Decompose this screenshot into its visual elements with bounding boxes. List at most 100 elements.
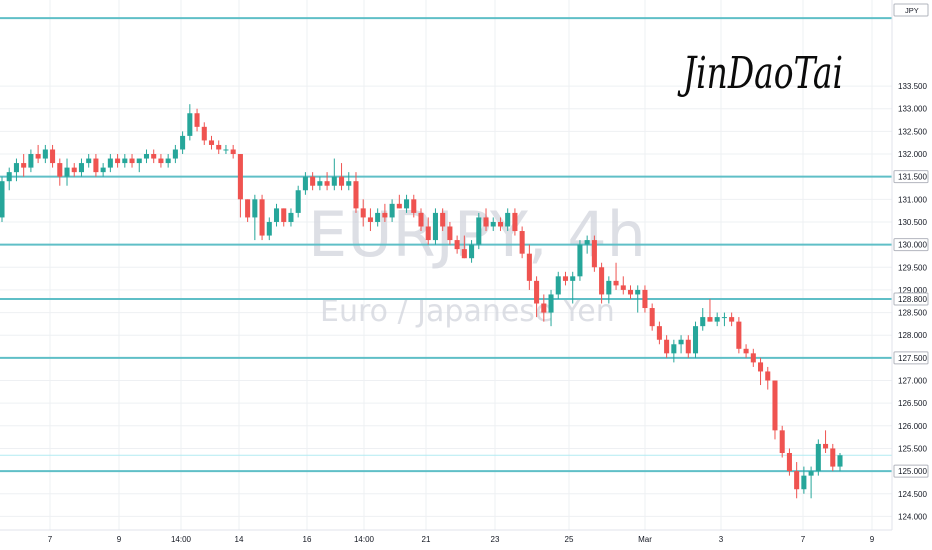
candle-body (28, 154, 34, 168)
candle-body (367, 217, 373, 222)
candle-body (266, 221, 272, 236)
candle-body (223, 149, 229, 151)
y-tick-label: 128.500 (898, 309, 927, 318)
candle-body (216, 144, 222, 150)
candle-body (259, 199, 265, 236)
candle-body (331, 176, 337, 186)
candle-body (505, 212, 511, 227)
candle-body (801, 475, 807, 490)
candle-body (288, 212, 294, 222)
candle-body (310, 176, 316, 186)
candle-body (42, 149, 48, 159)
x-tick-label: 14:00 (354, 535, 375, 544)
candle-body (425, 226, 431, 241)
candle-body (794, 471, 800, 490)
candle-body (599, 267, 605, 295)
candle-body (721, 317, 727, 319)
candle-body (627, 289, 634, 295)
level-label: 125.000 (898, 467, 927, 476)
candle-body (642, 289, 648, 309)
candle-body (302, 176, 308, 191)
candle-body (396, 203, 402, 209)
x-tick-label: 21 (422, 535, 431, 544)
candle-body (469, 244, 475, 259)
y-tick-label: 124.500 (898, 490, 927, 499)
y-tick-label: 133.500 (898, 82, 927, 91)
candle-body (172, 149, 178, 159)
candle-body (714, 317, 720, 322)
y-tick-label: 132.000 (898, 150, 927, 159)
candle-body (93, 158, 99, 173)
x-tick-label: 16 (303, 535, 312, 544)
x-tick-label: 9 (117, 535, 122, 544)
support-resistance-levels[interactable] (0, 17, 892, 473)
candle-body (389, 203, 395, 218)
candle-body (454, 240, 460, 250)
y-tick-label: 125.500 (898, 444, 927, 453)
currency-badge-label: JPY (905, 6, 919, 15)
candle-body (656, 326, 662, 340)
candle-body (158, 158, 164, 164)
x-tick-label: 3 (719, 535, 724, 544)
candle-body (360, 208, 366, 218)
level-label: 128.800 (898, 295, 927, 304)
candle-body (273, 208, 280, 222)
candle-body (208, 140, 215, 145)
candle-body (497, 221, 503, 227)
candle-body (664, 339, 670, 354)
candle-body (411, 199, 417, 213)
candle-body (317, 181, 323, 186)
x-tick-label: 14:00 (171, 535, 192, 544)
candle-body (750, 353, 756, 363)
candle-body (613, 280, 619, 286)
candle-body (541, 303, 547, 313)
candle-body (743, 348, 749, 354)
candle-body (548, 294, 554, 313)
y-tick-label: 129.000 (898, 286, 927, 295)
level-label-box (893, 464, 929, 478)
candle-body (808, 471, 814, 476)
candle-body (100, 167, 106, 173)
y-tick-label: 124.000 (898, 512, 927, 521)
candle-body (382, 212, 388, 218)
candle-body (432, 212, 438, 241)
price-axis[interactable]: 124.000 124.500 125.000 125.500 126.000 126.5… (891, 0, 929, 530)
candle-body (78, 163, 84, 173)
candle-body (815, 443, 821, 472)
candle-body (187, 113, 193, 136)
candle-body (772, 380, 778, 431)
candle-body (252, 199, 258, 218)
time-axis[interactable]: 7 9 14:00 14 16 14:00 21 23 25 Mar 3 7 9 (0, 529, 892, 544)
candle-body (519, 231, 525, 254)
candle-body (591, 240, 597, 268)
candle-body (729, 317, 735, 322)
candle-body (6, 172, 12, 182)
x-tick-label: Mar (638, 535, 652, 544)
candle-body (201, 126, 207, 141)
candle-body (281, 208, 287, 222)
candle-body (129, 158, 135, 164)
candle-body (440, 212, 446, 227)
candle-body (606, 280, 612, 295)
candle-body (86, 158, 92, 164)
candle-body (230, 149, 236, 155)
candle-body (786, 452, 792, 472)
y-tick-label: 126.500 (898, 399, 927, 408)
candle-body (635, 289, 641, 295)
candle-body (584, 240, 590, 245)
currency-badge[interactable]: JPY (893, 3, 929, 17)
candle-body (339, 176, 345, 186)
candle-body (830, 448, 836, 467)
y-tick-label: 133.000 (898, 105, 927, 114)
candlestick-series (0, 104, 843, 499)
candle-body (57, 163, 63, 177)
x-tick-label: 7 (801, 535, 806, 544)
candle-body (64, 167, 70, 177)
candle-body (765, 371, 771, 381)
candle-body (50, 149, 56, 164)
candle-body (476, 217, 482, 245)
candle-body (837, 455, 843, 467)
candle-body (461, 249, 467, 259)
x-tick-label: 14 (235, 535, 244, 544)
